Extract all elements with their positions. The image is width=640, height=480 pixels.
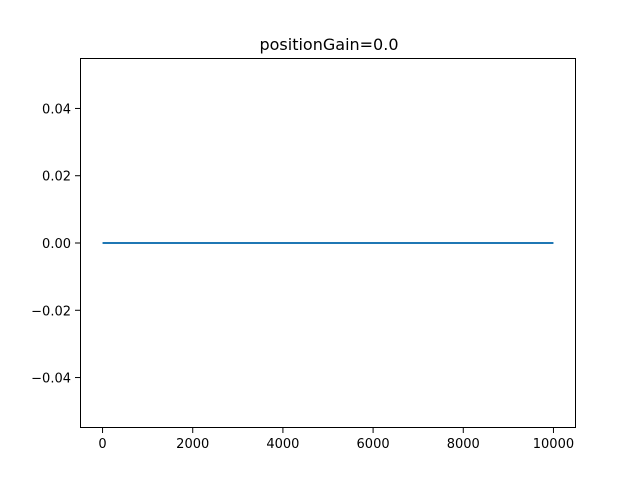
x-tick-label: 2000: [176, 437, 209, 452]
y-tick-label: −0.02: [31, 304, 71, 319]
y-tick-label: −0.04: [31, 372, 71, 387]
plot-frame: [80, 58, 576, 428]
y-tick-label: 0.02: [42, 170, 71, 185]
x-tick-label: 10000: [533, 437, 574, 452]
y-tick-label: 0.04: [42, 102, 71, 117]
x-tick-label: 4000: [266, 437, 299, 452]
y-axis: 0.04 0.02 0.00 −0.02 −0.04: [31, 102, 80, 387]
x-tick-label: 8000: [447, 437, 480, 452]
x-tick-label: 0: [98, 437, 106, 452]
y-tick-label: 0.00: [42, 237, 71, 252]
x-axis: 0 2000 4000 6000 8000 10000: [98, 428, 574, 452]
x-tick-label: 6000: [357, 437, 390, 452]
chart-title: positionGain=0.0: [259, 35, 398, 54]
